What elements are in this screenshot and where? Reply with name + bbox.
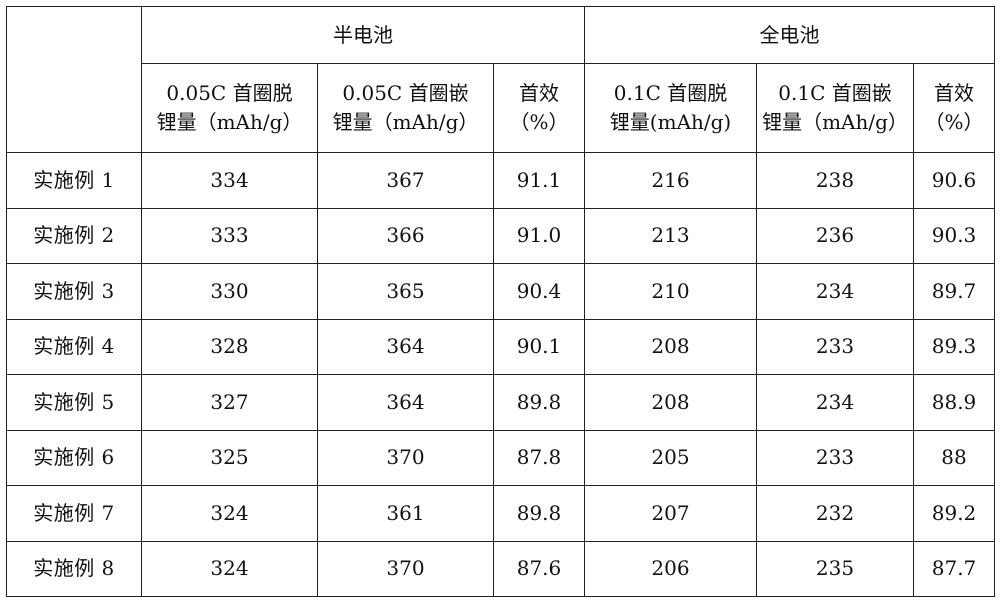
table-cell: 90.4 <box>492 263 586 320</box>
column-header-line: 首效 <box>934 81 975 105</box>
table-row: 实施例 2 333 366 91.0 213 236 90.3 <box>6 207 996 264</box>
table-cell: 235 <box>756 540 915 597</box>
table-cell: 236 <box>756 207 915 264</box>
table-row: 实施例 6 325 370 87.8 205 233 88 <box>6 429 996 486</box>
column-header-line: 0.1C 首圈脱 <box>613 81 728 105</box>
corner-cell <box>6 6 142 153</box>
table-cell: 89.7 <box>913 263 996 320</box>
table-cell: 325 <box>141 429 318 486</box>
table-row: 实施例 8 324 370 87.6 206 235 87.7 <box>6 540 996 597</box>
column-header-line: 0.05C 首圈脱 <box>166 81 293 105</box>
table-cell: 367 <box>317 152 494 209</box>
column-header-line: 0.1C 首圈嵌 <box>778 81 892 105</box>
column-header-line: 锂量（mAh/g） <box>762 110 908 134</box>
column-header: 首效 （%） <box>913 63 996 153</box>
table-row: 实施例 7 324 361 89.8 207 232 89.2 <box>6 485 996 542</box>
table-cell: 370 <box>317 429 494 486</box>
table-cell: 334 <box>141 152 318 209</box>
group-header-full-cell: 全电池 <box>584 6 996 64</box>
table-cell: 324 <box>141 540 318 597</box>
table-cell: 328 <box>141 318 318 375</box>
column-header-line: 锂量(mAh/g) <box>609 110 732 134</box>
table-cell: 207 <box>584 485 758 542</box>
row-label: 实施例 8 <box>6 540 142 597</box>
table-row: 实施例 4 328 364 90.1 208 233 89.3 <box>6 318 996 375</box>
row-label: 实施例 4 <box>6 318 142 375</box>
table-row: 实施例 3 330 365 90.4 210 234 89.7 <box>6 263 996 320</box>
table-header: 半电池 全电池 0.05C 首圈脱 锂量（mAh/g） 0.05C 首圈嵌 锂量… <box>6 6 996 153</box>
table-cell: 330 <box>141 263 318 320</box>
table-cell: 233 <box>756 318 915 375</box>
row-label: 实施例 1 <box>6 152 142 209</box>
table-cell: 90.6 <box>913 152 996 209</box>
table-cell: 234 <box>756 374 915 431</box>
column-header-line: 锂量（mAh/g） <box>156 110 303 134</box>
table-cell: 233 <box>756 429 915 486</box>
table-cell: 89.8 <box>492 485 586 542</box>
table-body: 实施例 1 334 367 91.1 216 238 90.6 实施例 2 33… <box>6 152 996 597</box>
table-cell: 213 <box>584 207 758 264</box>
table-cell: 90.1 <box>492 318 586 375</box>
table-cell: 89.3 <box>913 318 996 375</box>
column-header: 0.1C 首圈嵌 锂量（mAh/g） <box>756 63 915 153</box>
table-cell: 87.8 <box>492 429 586 486</box>
table-cell: 89.2 <box>913 485 996 542</box>
table-cell: 208 <box>584 374 758 431</box>
table-cell: 210 <box>584 263 758 320</box>
column-header-line: 锂量（mAh/g） <box>332 110 479 134</box>
group-header-half-cell: 半电池 <box>140 6 586 64</box>
table-cell: 365 <box>317 263 494 320</box>
table-cell: 91.1 <box>492 152 586 209</box>
table-cell: 370 <box>317 540 494 597</box>
column-header-line: （%） <box>509 110 569 134</box>
row-label: 实施例 5 <box>6 374 142 431</box>
table-row: 实施例 1 334 367 91.1 216 238 90.6 <box>6 152 996 209</box>
table-cell: 89.8 <box>492 374 586 431</box>
row-label: 实施例 6 <box>6 429 142 486</box>
table-cell: 327 <box>141 374 318 431</box>
table-cell: 361 <box>317 485 494 542</box>
table-cell: 208 <box>584 318 758 375</box>
column-header: 0.05C 首圈嵌 锂量（mAh/g） <box>317 63 494 153</box>
table-cell: 206 <box>584 540 758 597</box>
table-cell: 88 <box>913 429 996 486</box>
column-header: 0.05C 首圈脱 锂量（mAh/g） <box>141 63 318 153</box>
row-label: 实施例 2 <box>6 207 142 264</box>
table-cell: 234 <box>756 263 915 320</box>
table-row: 实施例 5 327 364 89.8 208 234 88.9 <box>6 374 996 431</box>
table-cell: 87.7 <box>913 540 996 597</box>
column-header-line: 0.05C 首圈嵌 <box>342 81 469 105</box>
table-cell: 87.6 <box>492 540 586 597</box>
table-cell: 333 <box>141 207 318 264</box>
table-cell: 91.0 <box>492 207 586 264</box>
row-label: 实施例 7 <box>6 485 142 542</box>
table-cell: 216 <box>584 152 758 209</box>
table-cell: 88.9 <box>913 374 996 431</box>
column-header-line: 首效 <box>519 81 559 105</box>
group-header-row: 半电池 全电池 <box>6 6 996 153</box>
table-cell: 232 <box>756 485 915 542</box>
results-table: 半电池 全电池 0.05C 首圈脱 锂量（mAh/g） 0.05C 首圈嵌 锂量… <box>6 6 996 597</box>
table-cell: 364 <box>317 318 494 375</box>
table-cell: 364 <box>317 374 494 431</box>
row-label: 实施例 3 <box>6 263 142 320</box>
column-header: 0.1C 首圈脱 锂量(mAh/g) <box>584 63 758 153</box>
table-cell: 366 <box>317 207 494 264</box>
column-header: 首效 （%） <box>492 63 586 153</box>
table-cell: 238 <box>756 152 915 209</box>
table-cell: 90.3 <box>913 207 996 264</box>
column-header-row: 0.05C 首圈脱 锂量（mAh/g） 0.05C 首圈嵌 锂量（mAh/g） … <box>7 63 996 153</box>
table-cell: 205 <box>584 429 758 486</box>
table-cell: 324 <box>141 485 318 542</box>
column-header-line: （%） <box>924 110 984 134</box>
